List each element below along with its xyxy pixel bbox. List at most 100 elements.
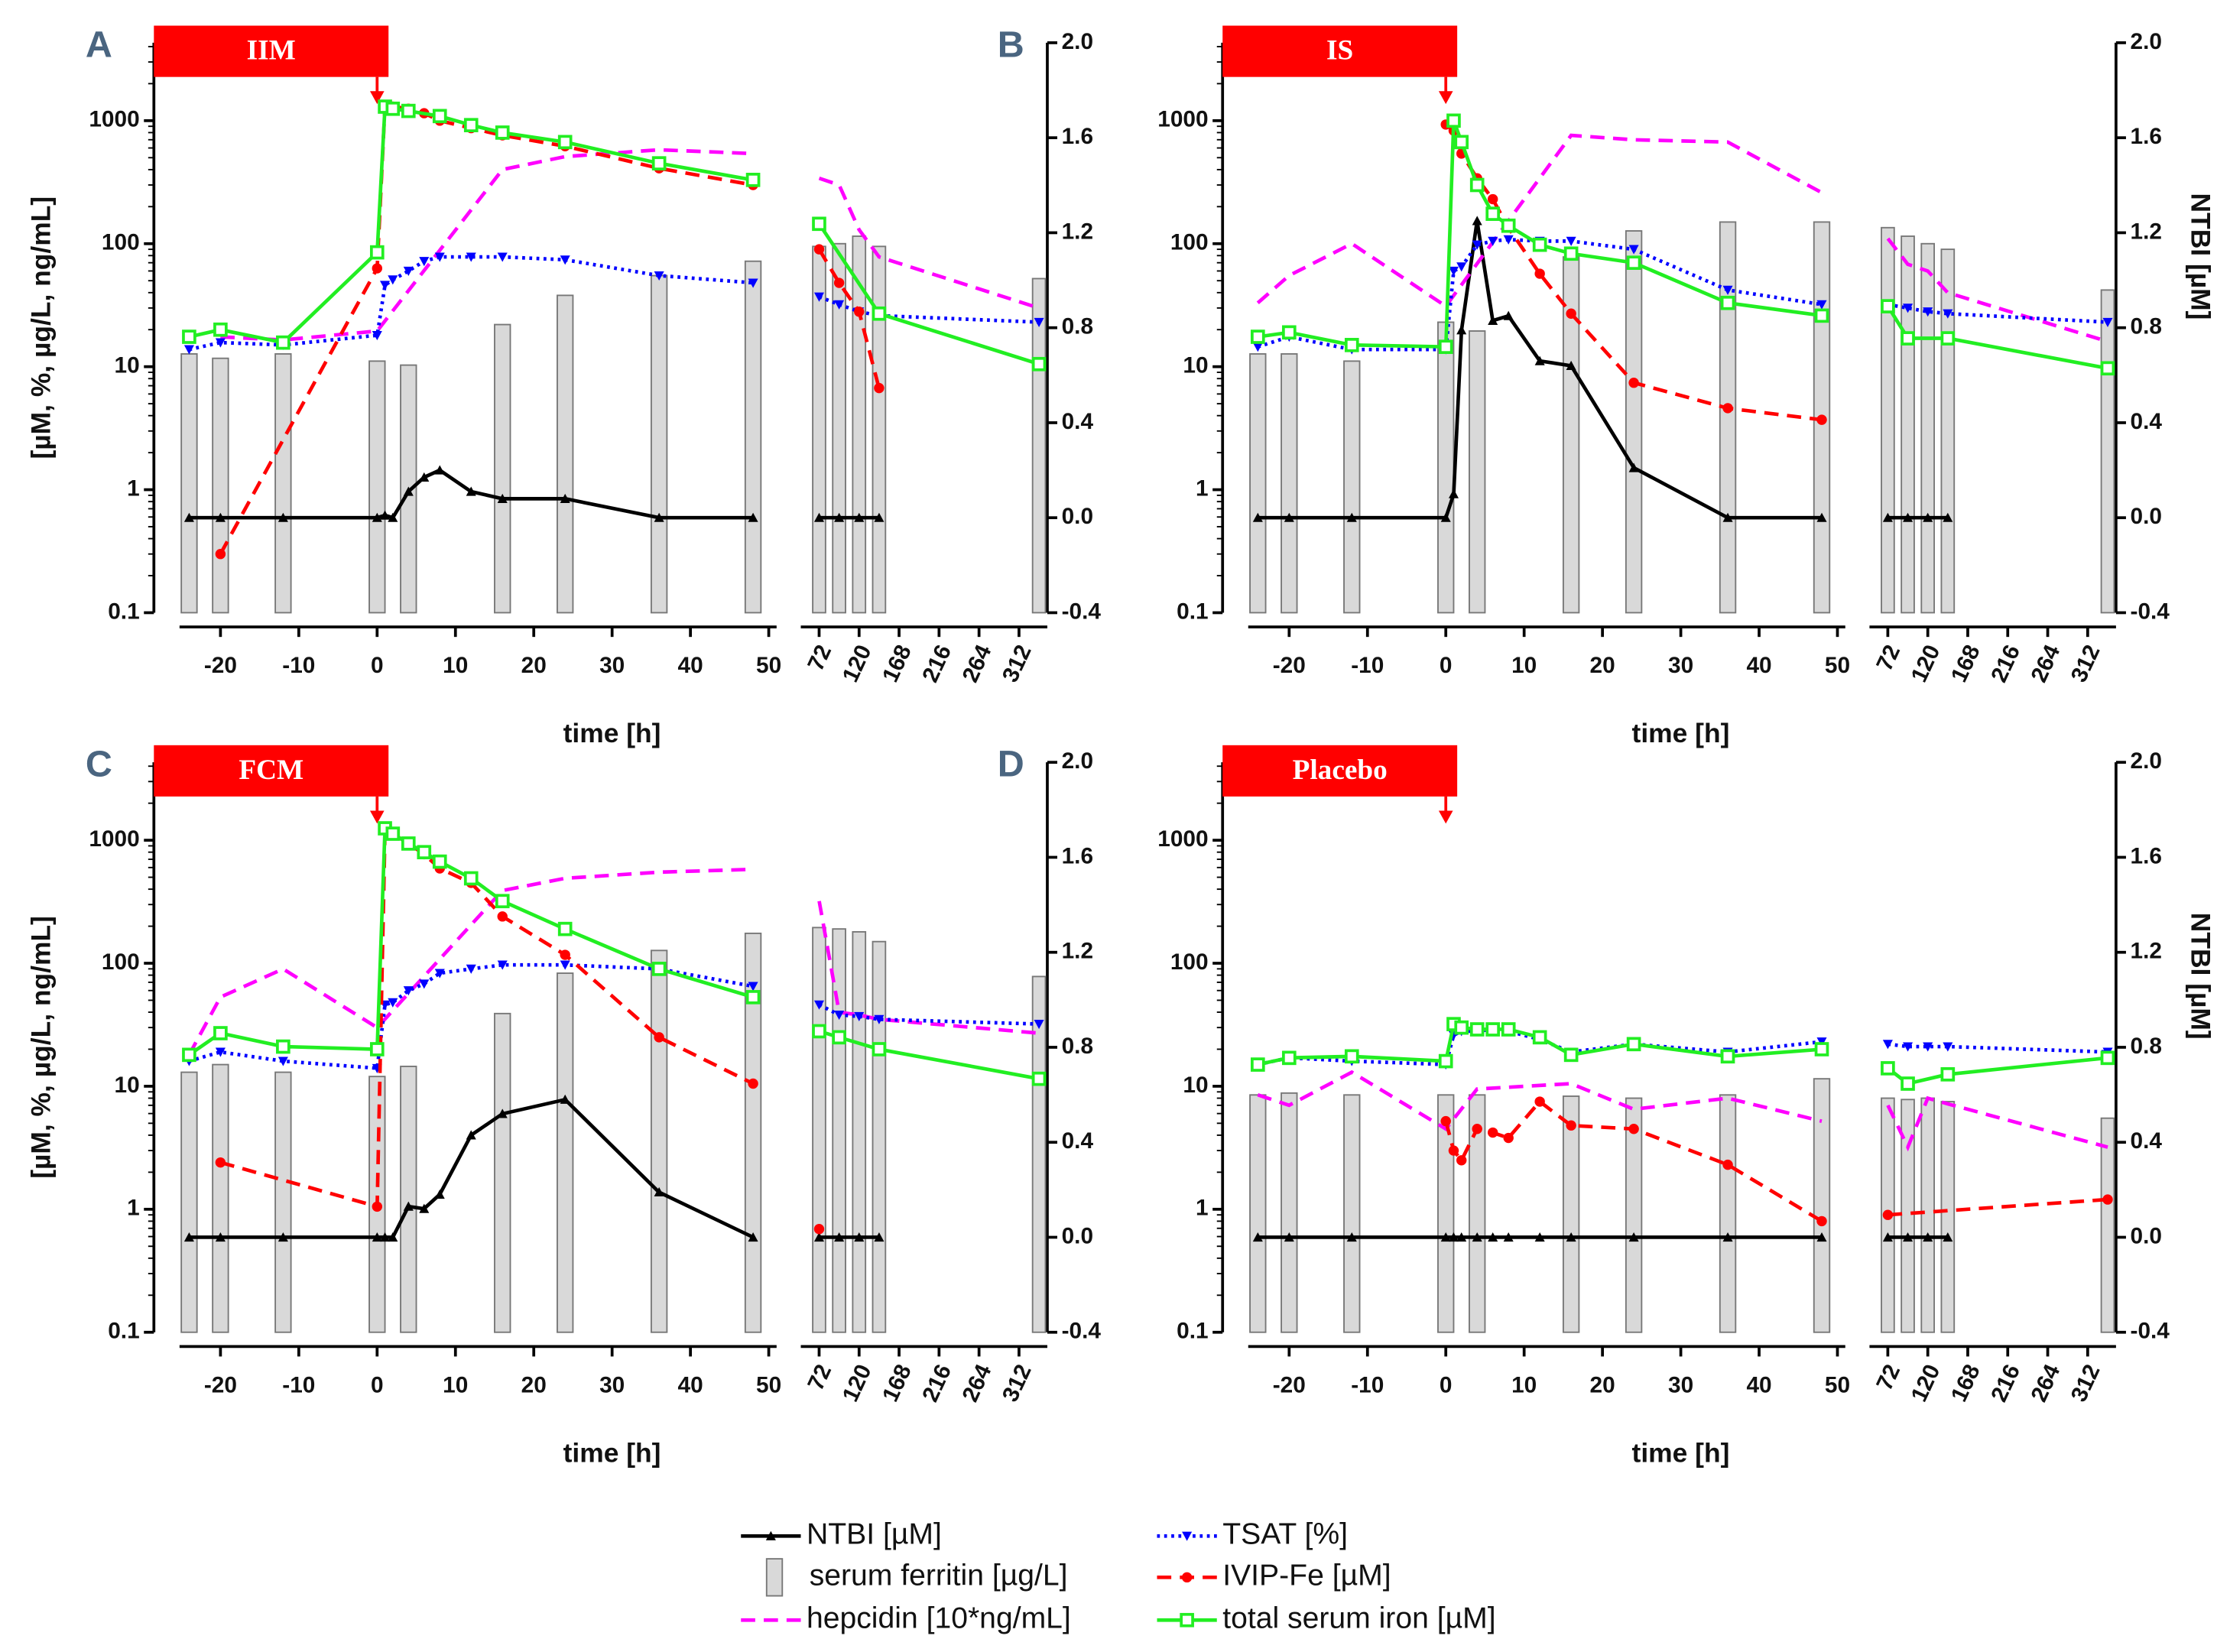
marker	[1181, 1572, 1193, 1583]
series-line	[818, 1029, 1040, 1081]
y2-tick-label: 2.0	[1062, 748, 1093, 774]
marker	[213, 322, 228, 337]
marker	[1469, 1022, 1485, 1037]
marker	[1943, 512, 1953, 522]
series-line	[1888, 1042, 2108, 1054]
marker	[434, 465, 445, 475]
marker	[495, 125, 510, 140]
marker	[812, 1024, 826, 1039]
legend-label: serum ferritin [µg/L]	[810, 1560, 1068, 1592]
marker	[419, 1203, 430, 1213]
marker	[182, 329, 196, 344]
series-line	[189, 468, 754, 520]
marker	[748, 982, 758, 992]
marker	[1472, 1124, 1482, 1134]
marker	[215, 512, 226, 522]
marker	[466, 486, 476, 496]
marker	[1566, 236, 1576, 246]
series-line	[1886, 305, 2108, 371]
marker	[2100, 1050, 2115, 1066]
x-tick-label: 120	[838, 1361, 877, 1406]
bar	[1343, 360, 1361, 614]
marker	[1943, 309, 1953, 319]
marker	[434, 969, 445, 979]
marker	[1881, 1061, 1895, 1076]
bar	[1469, 330, 1486, 614]
marker	[385, 826, 401, 841]
marker	[812, 216, 826, 232]
y2-tick-label: -0.4	[1062, 1319, 1102, 1344]
series-line	[1886, 1095, 2108, 1152]
y2-tick-label: 0.8	[2131, 1034, 2162, 1059]
marker	[1446, 113, 1461, 128]
series-line	[188, 104, 754, 345]
marker	[874, 512, 885, 522]
marker	[182, 1047, 196, 1063]
y-axis-label: [µM, %, µg/L, ng/mL]	[25, 916, 56, 1179]
marker	[1720, 295, 1735, 310]
marker	[2102, 317, 2113, 327]
marker	[1503, 310, 1514, 320]
marker	[1252, 512, 1263, 522]
x-tick-label: 168	[878, 1361, 917, 1406]
y-tick-label: 100	[1170, 949, 1209, 975]
marker	[560, 1094, 570, 1104]
marker	[1881, 299, 1895, 313]
marker	[278, 1232, 288, 1242]
marker	[1488, 236, 1498, 246]
marker	[1816, 414, 1827, 425]
marker	[434, 252, 445, 262]
marker	[1346, 512, 1357, 522]
marker	[1940, 1067, 1956, 1082]
series-line	[220, 148, 754, 342]
marker	[1456, 1232, 1467, 1242]
marker	[380, 510, 391, 520]
marker	[401, 836, 416, 851]
bar	[1625, 1097, 1643, 1333]
marker	[463, 871, 479, 886]
marker	[748, 1078, 758, 1089]
marker	[1284, 1232, 1294, 1242]
marker	[276, 1039, 291, 1054]
bar	[180, 1071, 198, 1333]
marker	[745, 173, 761, 187]
y-tick-label: 1000	[1157, 826, 1208, 852]
marker	[1882, 1232, 1893, 1242]
y2-tick-label: 0.0	[1062, 1223, 1093, 1248]
marker	[1503, 235, 1514, 245]
marker	[1438, 1053, 1453, 1069]
y2-tick-label: 0.0	[1062, 504, 1093, 529]
series-line	[187, 867, 754, 1056]
y2-axis-label: NTBI [µM]	[2186, 193, 2216, 320]
marker	[1448, 1232, 1459, 1242]
marker	[1487, 193, 1498, 205]
marker	[215, 548, 226, 560]
x-tick-label: 168	[1946, 1361, 1985, 1406]
marker	[419, 257, 430, 267]
bar	[1281, 353, 1298, 614]
bar	[744, 932, 762, 1333]
x-tick-label: 120	[1907, 641, 1946, 686]
x-tick-label: 0	[371, 1372, 384, 1397]
x-axis-label: time [h]	[1632, 718, 1730, 748]
x-tick-label: 20	[1590, 653, 1615, 678]
y2-tick-label: -0.4	[2131, 1319, 2170, 1344]
series-line	[1256, 133, 1823, 309]
marker	[1534, 1096, 1545, 1107]
y2-tick-label: 0.8	[1062, 1034, 1093, 1059]
x-tick-label: 312	[998, 1361, 1037, 1406]
panel-letter: C	[86, 744, 112, 785]
marker	[1814, 308, 1829, 323]
marker	[1532, 237, 1547, 252]
series-line	[188, 825, 754, 1056]
x-tick-label: 168	[878, 641, 917, 686]
y2-tick-label: 0.4	[2131, 1128, 2163, 1154]
x-tick-label: -20	[204, 653, 237, 678]
panel-letter: D	[998, 744, 1024, 785]
marker	[1943, 1232, 1953, 1242]
marker	[2100, 361, 2115, 376]
